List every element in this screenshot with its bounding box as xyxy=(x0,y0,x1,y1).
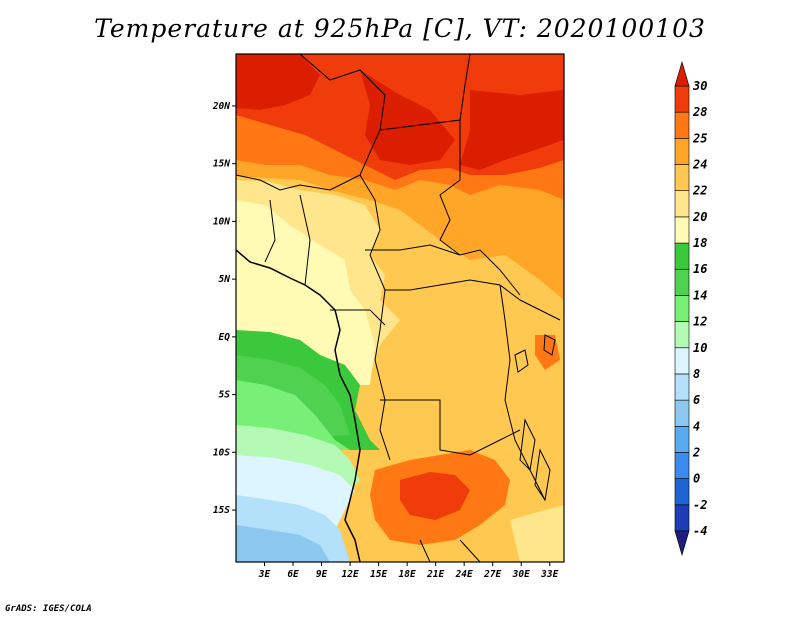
country-borders xyxy=(236,54,561,562)
lat-tick-label: 5N xyxy=(219,274,231,285)
colorbar-label: 20 xyxy=(692,210,707,224)
lat-tick-label: 10N xyxy=(213,216,230,227)
lat-tick-label: EQ xyxy=(219,332,231,343)
boundaries xyxy=(236,54,561,562)
lon-tick-label: 6E xyxy=(287,569,299,580)
colorbar-label: 0 xyxy=(693,472,700,486)
colorbar-swatch xyxy=(674,478,690,506)
lon-tick-label: 24E xyxy=(455,569,473,580)
colorbar-swatch xyxy=(674,190,690,218)
lat-tick-label: 20N xyxy=(212,101,230,112)
colorbar-swatch xyxy=(674,321,690,349)
lon-tick-label: 33E xyxy=(540,569,558,580)
colorbar-swatch xyxy=(674,504,690,532)
colorbar-label: 16 xyxy=(693,262,707,276)
lat-tick-label: 15S xyxy=(213,505,230,516)
colorbar-swatch xyxy=(674,347,690,375)
lon-tick-label: 18E xyxy=(399,569,416,580)
colorbar-low-arrow xyxy=(674,530,690,557)
colorbar-label: -2 xyxy=(693,498,707,512)
colorbar-swatch xyxy=(674,399,690,427)
colorbar-label: 18 xyxy=(693,236,707,250)
colorbar-swatch xyxy=(674,425,690,453)
map-frame xyxy=(235,53,565,563)
colorbar-swatch xyxy=(674,295,690,322)
colorbar-swatch xyxy=(674,373,690,401)
lon-tick-label: 15E xyxy=(370,569,387,580)
colorbar-label: 10 xyxy=(693,341,707,355)
lat-tick-label: 5S xyxy=(219,390,231,401)
colorbar-swatch xyxy=(674,111,690,139)
colorbar-label: 8 xyxy=(693,367,700,381)
colorbar-swatch xyxy=(674,268,690,296)
colorbar-label: 12 xyxy=(693,315,707,329)
lat-tick-label: 10S xyxy=(213,447,230,458)
lon-tick-label: 3E xyxy=(258,569,271,580)
colorbar-label: 24 xyxy=(692,158,707,172)
colorbar-label: 2 xyxy=(692,445,700,459)
lat-tick-label: 15N xyxy=(213,159,230,170)
colorbar-label: 28 xyxy=(692,105,707,119)
colorbar-swatch xyxy=(674,216,690,244)
lon-tick-label: 9E xyxy=(316,569,328,580)
colorbar-swatch xyxy=(674,85,690,113)
colorbar-label: 4 xyxy=(693,419,700,433)
chart-title: Temperature at 925hPa [C], VT: 202010010… xyxy=(94,14,706,43)
lon-tick-label: 27E xyxy=(483,569,501,580)
lon-tick-label: 21E xyxy=(426,569,444,580)
colorbar-high-arrow xyxy=(674,60,690,87)
colorbar-label: 14 xyxy=(693,288,707,302)
field-north-30 xyxy=(236,54,564,170)
latitude-axis: 20N 15N 10N 5N EQ 5S 10S 15S xyxy=(212,101,236,516)
colorbar-label: 22 xyxy=(692,184,707,198)
lakes xyxy=(514,334,556,502)
colorbar-swatch xyxy=(674,452,690,479)
colorbar-label: -4 xyxy=(693,524,707,538)
longitude-axis: 3E 6E 9E 12E 15E 18E 21E 24E 27E 30E 33E xyxy=(258,562,559,580)
coastline xyxy=(236,249,361,562)
colorbar-swatch xyxy=(674,242,690,270)
colorbar-label: 6 xyxy=(693,393,700,407)
colorbar-label: 30 xyxy=(692,79,707,93)
colorbar-swatch xyxy=(674,138,690,165)
credit-label: GrADS: IGES/COLA xyxy=(5,604,92,614)
colorbar-label: 25 xyxy=(692,131,707,145)
field-south-hot2 xyxy=(400,472,470,520)
field-se-yellow xyxy=(510,505,564,562)
field-south-6 xyxy=(236,525,330,562)
lon-tick-label: 30E xyxy=(512,569,530,580)
lon-tick-label: 12E xyxy=(342,569,359,580)
colorbar-swatch xyxy=(674,164,690,192)
temperature-field xyxy=(236,54,564,562)
